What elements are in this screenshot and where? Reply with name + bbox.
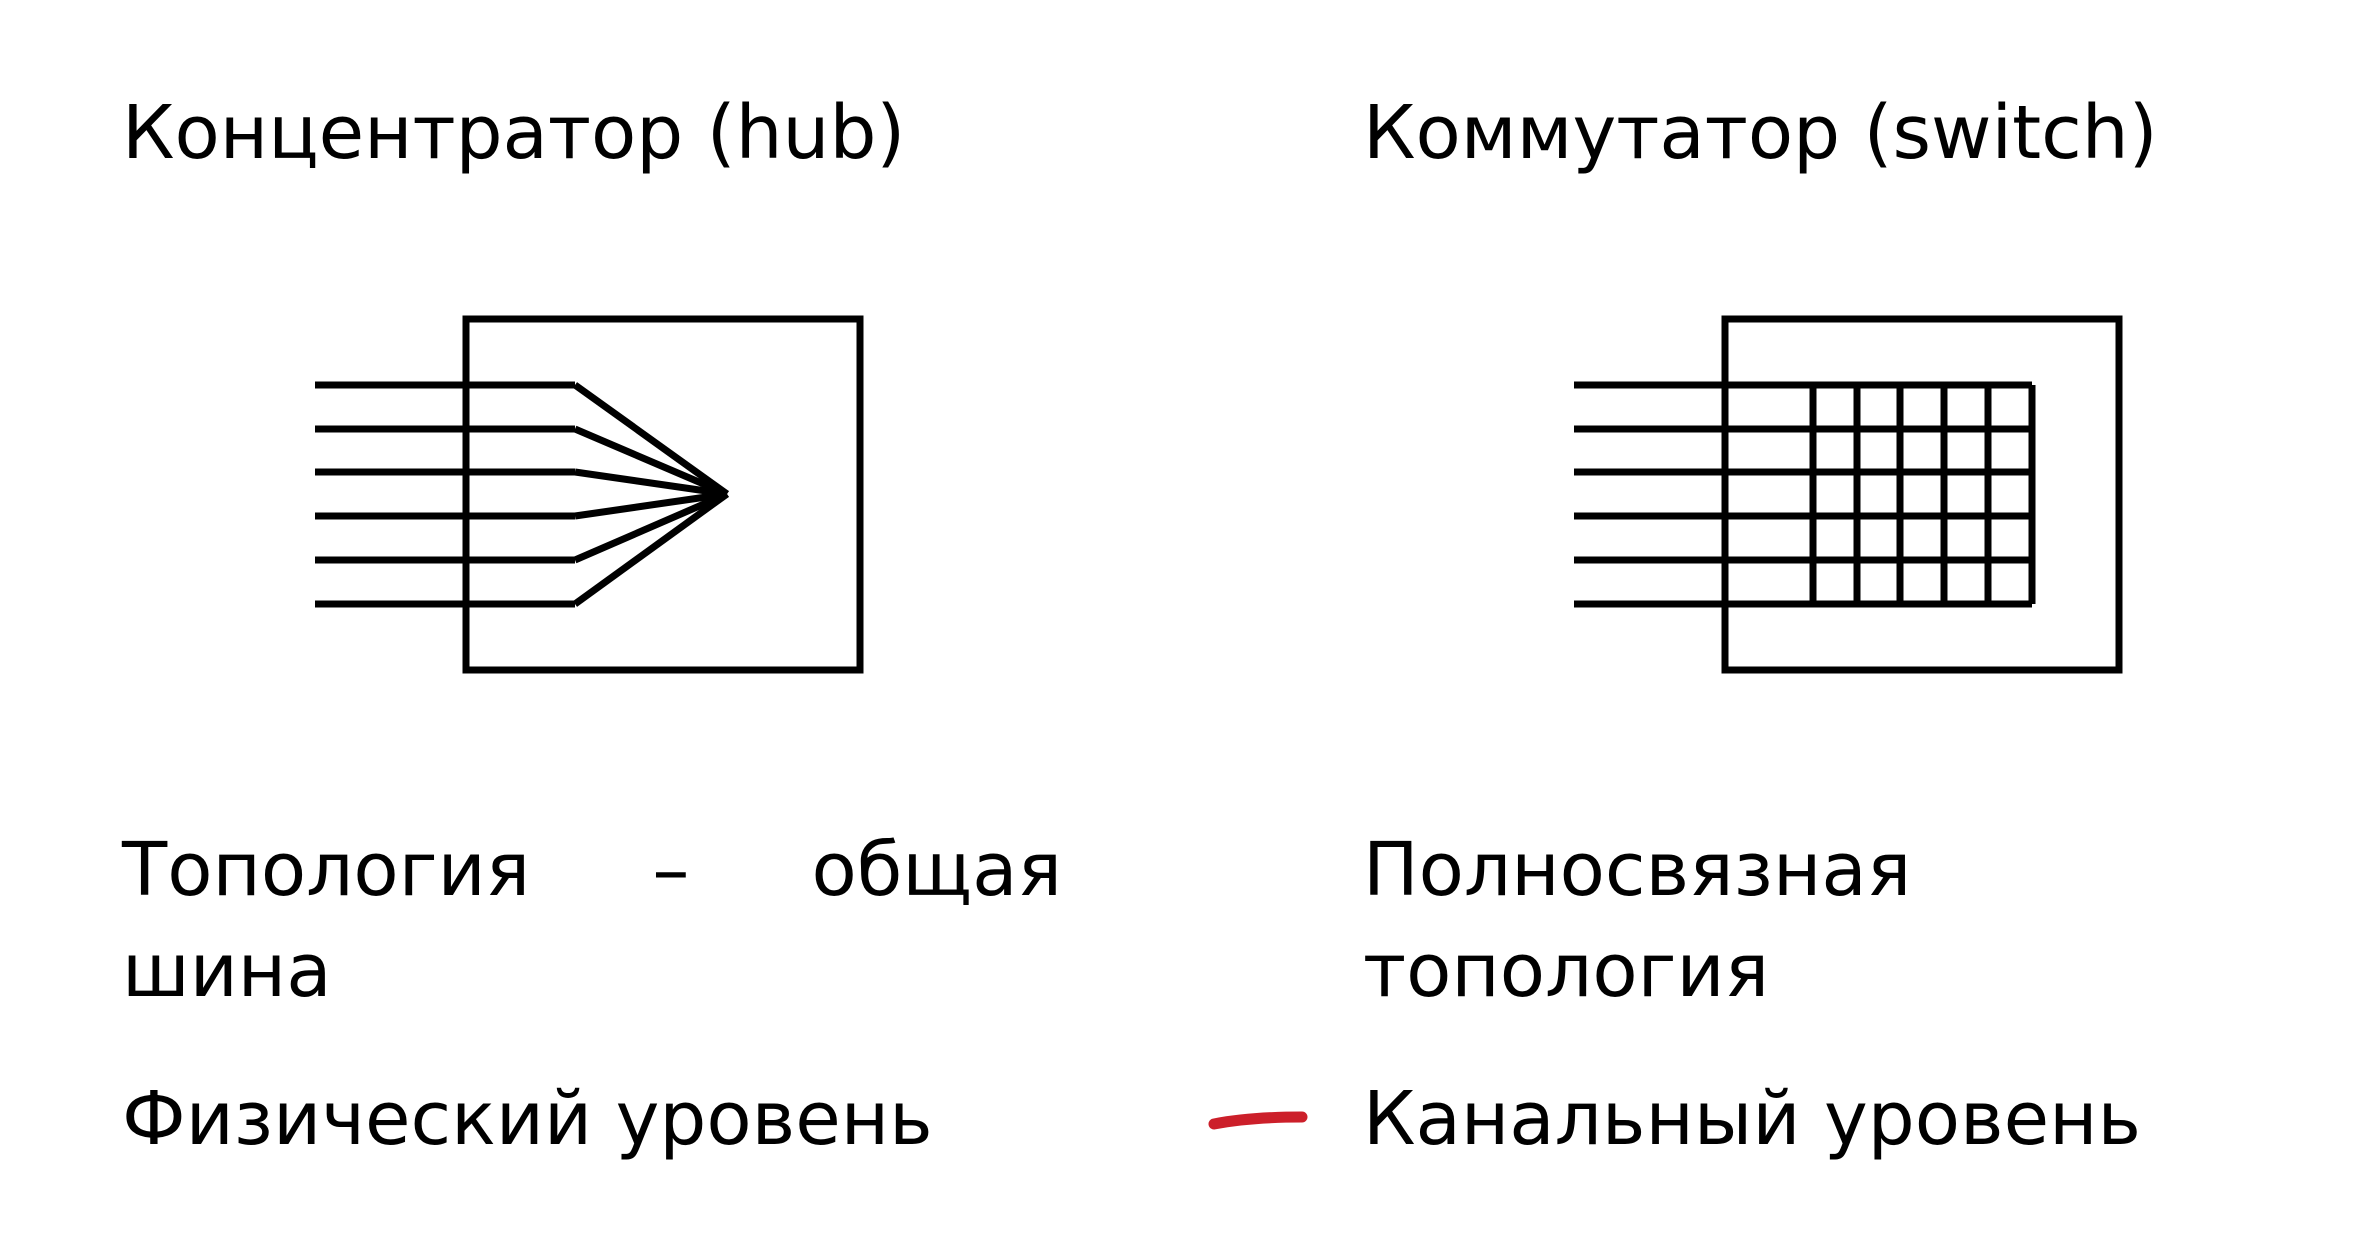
hub-box [466, 319, 860, 670]
hub-topology-word1: Топология [122, 820, 530, 921]
hub-topology-dash: – [652, 820, 689, 921]
switch-matrix-columns [1813, 385, 2032, 604]
switch-box [1725, 319, 2119, 670]
hub-input-lines [315, 385, 575, 604]
hub-topology-line2: шина [122, 921, 1062, 1022]
switch-layer-label: Канальный уровень [1363, 1069, 2141, 1169]
switch-diagram [1574, 319, 2119, 670]
switch-topology-text: Полносвязная топология [1363, 820, 1911, 1022]
red-annotation-mark [1214, 1117, 1302, 1124]
hub-topology-text: Топология – общая шина [122, 820, 1062, 1022]
hub-layer-label: Физический уровень [122, 1069, 933, 1169]
switch-input-lines [1574, 385, 2032, 604]
hub-converging-lines [575, 385, 727, 604]
hub-topology-word2: общая [812, 820, 1062, 921]
switch-topology-line1: Полносвязная [1363, 820, 1911, 921]
switch-topology-line2: топология [1363, 921, 1911, 1022]
hub-diagram [315, 319, 860, 670]
